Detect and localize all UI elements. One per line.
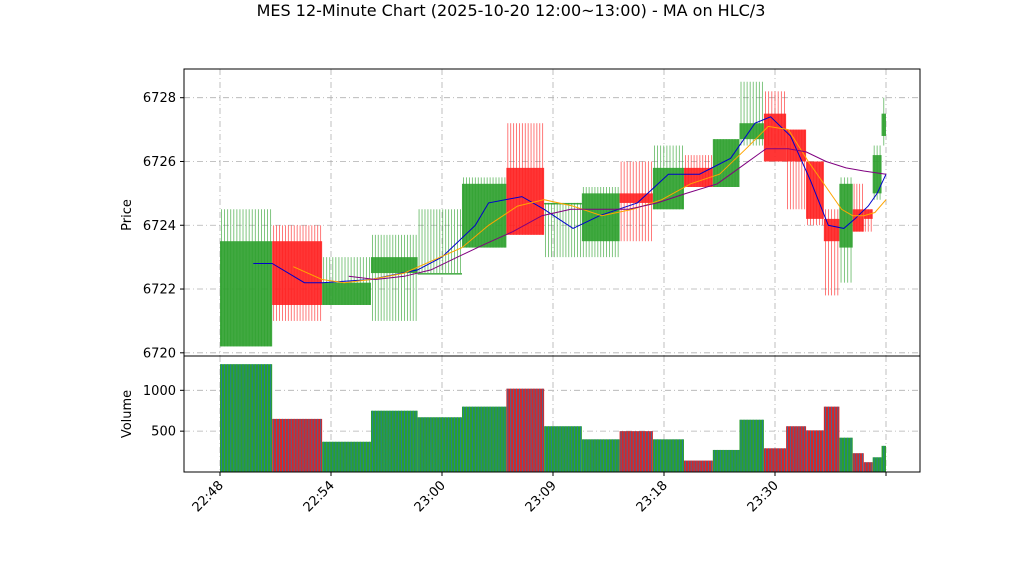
candle bbox=[272, 225, 323, 321]
x-axis: 22:48 22:54 23:00 23:09 23:18 23:30 bbox=[190, 472, 887, 515]
candle bbox=[581, 186, 620, 258]
volume-bar-fill bbox=[852, 453, 864, 472]
x-tick-label: 22:54 bbox=[301, 478, 338, 515]
volume-bar-fill bbox=[806, 430, 824, 472]
volume-bar bbox=[739, 419, 764, 472]
candle bbox=[881, 97, 886, 146]
volume-bar bbox=[712, 449, 740, 472]
x-tick-label: 23:00 bbox=[412, 478, 449, 515]
candle-body bbox=[417, 273, 462, 275]
volume-panel: 500 1000 bbox=[143, 355, 921, 473]
volume-bar bbox=[506, 388, 545, 472]
volume-axis-label: Volume bbox=[120, 390, 135, 438]
candle-body bbox=[881, 113, 886, 136]
volume-bar bbox=[544, 426, 582, 472]
chart-title: MES 12-Minute Chart (2025-10-20 12:00~13… bbox=[257, 1, 766, 20]
volume-bar-fill bbox=[322, 441, 371, 472]
volume-bar bbox=[322, 441, 371, 472]
x-tick-label: 23:18 bbox=[634, 478, 671, 515]
volume-bar bbox=[786, 426, 807, 472]
volume-bar bbox=[461, 406, 507, 472]
candle bbox=[683, 155, 713, 187]
price-tick-label: 6726 bbox=[143, 155, 176, 170]
volume-bar bbox=[272, 418, 323, 472]
candle-body bbox=[739, 123, 764, 140]
candle-body bbox=[712, 139, 740, 187]
candle bbox=[370, 234, 418, 321]
price-panel: 6720 6722 6724 6726 6728 bbox=[143, 68, 921, 361]
volume-bar bbox=[220, 364, 273, 472]
volume-bar bbox=[823, 406, 840, 472]
candle bbox=[220, 209, 273, 347]
volume-bar-fill bbox=[652, 439, 684, 472]
volume-bar bbox=[417, 417, 462, 472]
volume-tick-label: 500 bbox=[151, 425, 176, 440]
volume-bar bbox=[839, 437, 853, 472]
ma-line-mid bbox=[293, 125, 887, 284]
candle bbox=[417, 209, 462, 275]
ma-line-long bbox=[348, 148, 887, 281]
candle-body bbox=[872, 155, 882, 194]
volume-bar bbox=[806, 430, 824, 472]
volume-bar bbox=[863, 462, 873, 472]
candle bbox=[619, 161, 653, 242]
x-tick-label: 23:30 bbox=[745, 478, 782, 515]
candle-body bbox=[763, 113, 787, 162]
candle bbox=[839, 177, 853, 283]
candle bbox=[763, 91, 787, 162]
price-axis-label: Price bbox=[120, 199, 135, 231]
price-tick-label: 6720 bbox=[143, 346, 176, 361]
candle-body bbox=[220, 241, 273, 347]
volume-bar bbox=[683, 460, 713, 472]
volume-tick-label: 1000 bbox=[143, 384, 176, 399]
candle bbox=[712, 139, 740, 187]
volume-bar bbox=[881, 445, 886, 472]
candle bbox=[863, 209, 873, 232]
volume-bar bbox=[872, 457, 882, 472]
volume-bar-fill bbox=[739, 419, 764, 472]
candle-body bbox=[806, 161, 824, 219]
candle bbox=[652, 145, 684, 210]
x-tick-label: 23:09 bbox=[523, 478, 560, 515]
candle-body bbox=[852, 209, 864, 232]
candle-body bbox=[683, 167, 713, 187]
price-tick-label: 6722 bbox=[143, 283, 176, 298]
candle-body bbox=[581, 193, 620, 242]
volume-bar bbox=[619, 431, 653, 472]
volume-bar bbox=[581, 439, 620, 472]
candle-body bbox=[823, 218, 840, 242]
volume-bar bbox=[652, 439, 684, 472]
candle bbox=[739, 81, 764, 146]
candle-body bbox=[461, 183, 507, 248]
candle-body bbox=[370, 257, 418, 274]
candle-body bbox=[272, 241, 323, 305]
volume-bar-fill bbox=[683, 460, 713, 472]
price-tick-label: 6724 bbox=[143, 219, 176, 234]
candle-body bbox=[619, 193, 653, 203]
candle bbox=[823, 209, 840, 296]
candle bbox=[461, 177, 507, 248]
price-tick-label: 6728 bbox=[143, 91, 176, 106]
candle bbox=[806, 161, 824, 226]
volume-frame bbox=[183, 355, 921, 473]
candle-body bbox=[839, 183, 853, 248]
volume-bar bbox=[852, 453, 864, 472]
volume-bar bbox=[763, 448, 787, 472]
candle bbox=[852, 183, 864, 232]
candle-body bbox=[322, 282, 371, 305]
volume-bar-fill bbox=[839, 437, 853, 472]
x-tick-label: 22:48 bbox=[190, 478, 227, 515]
volume-bar-fill bbox=[370, 410, 418, 472]
volume-bar bbox=[370, 410, 418, 472]
